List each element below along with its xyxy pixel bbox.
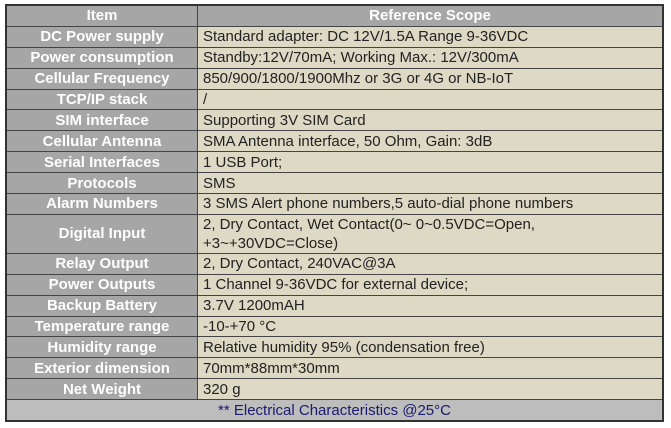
spec-value: SMS xyxy=(197,172,664,195)
spec-value: 1 USB Port; xyxy=(197,151,664,174)
spec-label: TCP/IP stack xyxy=(5,88,198,111)
table-row: Protocols SMS xyxy=(5,172,664,195)
table-row: Power consumption Standby:12V/70mA; Worki… xyxy=(5,46,664,69)
spec-label: Relay Output xyxy=(5,252,198,275)
spec-table: Item Reference Scope DC Power supply Stan… xyxy=(5,4,664,423)
spec-label: DC Power supply xyxy=(5,25,198,48)
spec-value: Supporting 3V SIM Card xyxy=(197,109,664,132)
footer-note: ** Electrical Characteristics @25°C xyxy=(5,399,664,422)
spec-label: Exterior dimension xyxy=(5,357,198,380)
table-row: Alarm Numbers 3 SMS Alert phone numbers,5… xyxy=(5,193,664,215)
spec-value: 2, Dry Contact, Wet Contact(0~ 0~0.5VDC=… xyxy=(197,213,664,254)
spec-label: Alarm Numbers xyxy=(5,193,198,215)
table-row: SIM interface Supporting 3V SIM Card xyxy=(5,109,664,132)
spec-value: 2, Dry Contact, 240VAC@3A xyxy=(197,252,664,275)
table-row: DC Power supply Standard adapter: DC 12V/… xyxy=(5,25,664,48)
table-row: TCP/IP stack / xyxy=(5,88,664,111)
table-row: Temperature range -10-+70 °C xyxy=(5,315,664,338)
table-row: Power Outputs 1 Channel 9-36VDC for exter… xyxy=(5,273,664,296)
spec-label: Humidity range xyxy=(5,336,198,359)
spec-value: 70mm*88mm*30mm xyxy=(197,357,664,380)
spec-value: SMA Antenna interface, 50 Ohm, Gain: 3dB xyxy=(197,130,664,153)
spec-value: 3 SMS Alert phone numbers,5 auto-dial ph… xyxy=(197,193,664,215)
spec-label: Serial Interfaces xyxy=(5,151,198,174)
spec-label: Temperature range xyxy=(5,315,198,338)
table-row: Exterior dimension 70mm*88mm*30mm xyxy=(5,357,664,380)
table-row: Digital Input 2, Dry Contact, Wet Contact… xyxy=(5,213,664,254)
spec-value: 850/900/1800/1900Mhz or 3G or 4G or NB-I… xyxy=(197,67,664,90)
table-row: Humidity range Relative humidity 95% (con… xyxy=(5,336,664,359)
header-reference-scope: Reference Scope xyxy=(197,4,664,27)
spec-value: Standby:12V/70mA; Working Max.: 12V/300m… xyxy=(197,46,664,69)
spec-value: 320 g xyxy=(197,378,664,401)
spec-value-text: 2, Dry Contact, Wet Contact(0~ 0~0.5VDC=… xyxy=(203,215,535,252)
table-row: Relay Output 2, Dry Contact, 240VAC@3A xyxy=(5,252,664,275)
table-header: Item Reference Scope xyxy=(5,4,664,27)
table-row: Cellular Frequency 850/900/1800/1900Mhz o… xyxy=(5,67,664,90)
table-footer: ** Electrical Characteristics @25°C xyxy=(5,399,664,422)
spec-value: 3.7V 1200mAH xyxy=(197,294,664,317)
table-row: Net Weight 320 g xyxy=(5,378,664,401)
header-item: Item xyxy=(5,4,198,27)
spec-label: Digital Input xyxy=(5,213,198,254)
table-row: Cellular Antenna SMA Antenna interface, 5… xyxy=(5,130,664,153)
spec-value: -10-+70 °C xyxy=(197,315,664,338)
spec-value: Relative humidity 95% (condensation free… xyxy=(197,336,664,359)
spec-label: Protocols xyxy=(5,172,198,195)
table-row: Serial Interfaces 1 USB Port; xyxy=(5,151,664,174)
spec-value: / xyxy=(197,88,664,111)
spec-label: Cellular Antenna xyxy=(5,130,198,153)
spec-label: Power Outputs xyxy=(5,273,198,296)
spec-label: Cellular Frequency xyxy=(5,67,198,90)
spec-label: Net Weight xyxy=(5,378,198,401)
spec-label: Power consumption xyxy=(5,46,198,69)
spec-value: 1 Channel 9-36VDC for external device; xyxy=(197,273,664,296)
spec-label: Backup Battery xyxy=(5,294,198,317)
table-row: Backup Battery 3.7V 1200mAH xyxy=(5,294,664,317)
spec-label: SIM interface xyxy=(5,109,198,132)
spec-value: Standard adapter: DC 12V/1.5A Range 9-36… xyxy=(197,25,664,48)
